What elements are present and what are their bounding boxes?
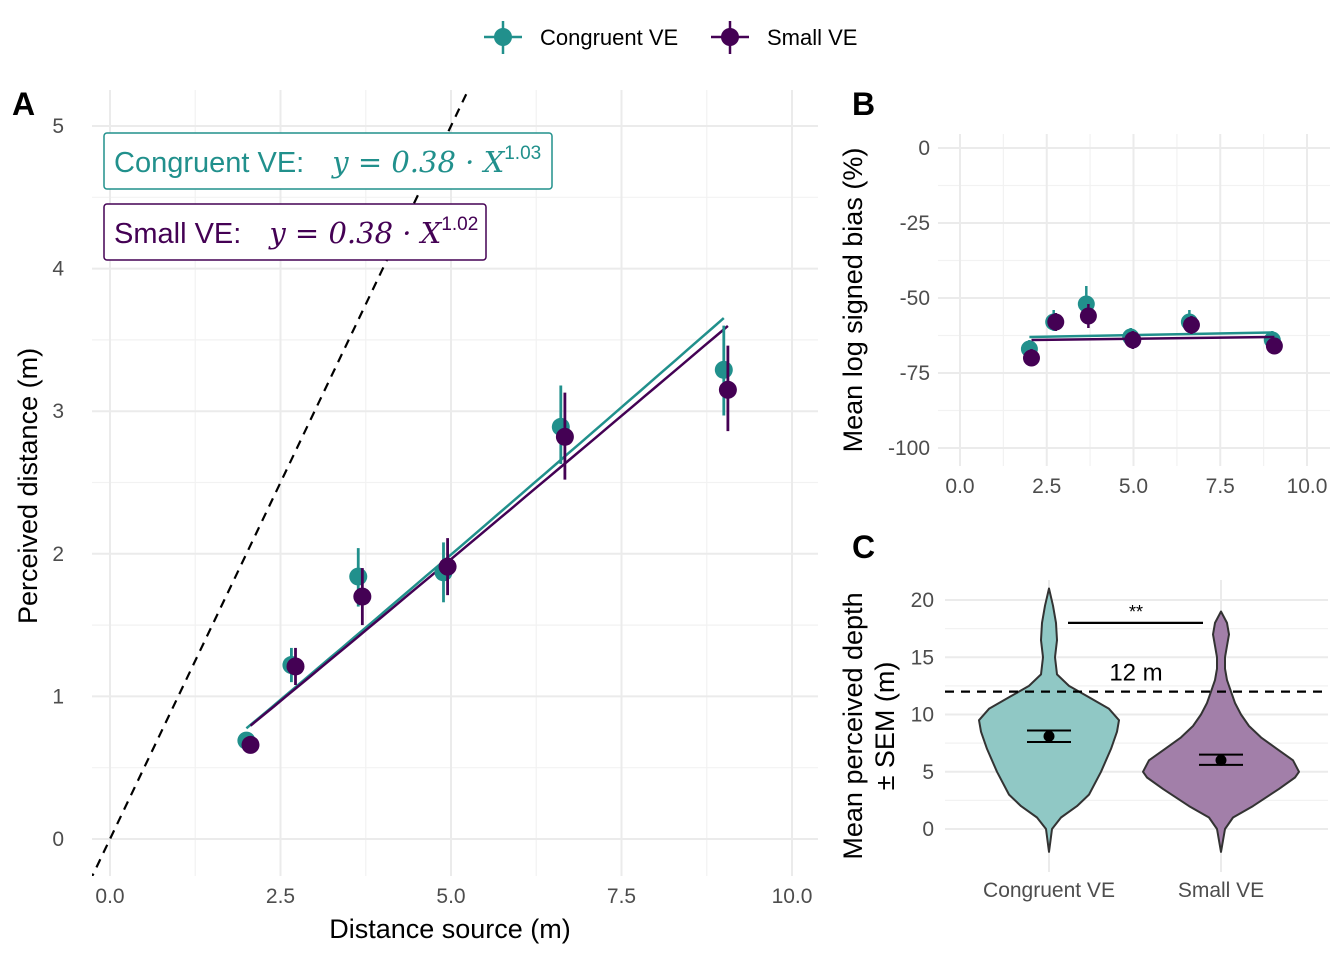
legend: Congruent VE Small VE (484, 21, 857, 54)
legend-label-small: Small VE (767, 25, 857, 50)
y-tick-label: 2 (52, 543, 64, 566)
y-tick-label: 5 (922, 761, 934, 784)
panel-b-ticks: 0.0 2.5 5.0 7.5 10.0 0 -25 -50 -75 -100 (888, 137, 1327, 498)
x-tick-label: 2.5 (266, 885, 295, 908)
x-tick-label: 0.0 (945, 475, 974, 498)
panel-a-ticks: 0.0 2.5 5.0 7.5 10.0 0 1 2 3 4 5 (52, 115, 812, 908)
panel-b: 0.0 2.5 5.0 7.5 10.0 0 -25 -50 -75 -100 Mean log … (838, 86, 1330, 498)
point-congruent (349, 567, 368, 586)
equation-small: Small VE: y = 0.38 · X1.02 (114, 214, 478, 250)
y-tick-label: -100 (888, 437, 930, 460)
reference-line-label: 12 m (1109, 660, 1162, 687)
x-tick-label: 7.5 (1206, 475, 1235, 498)
legend-label-congruent: Congruent VE (540, 25, 678, 50)
point-small (1079, 307, 1097, 325)
y-tick-label: 4 (52, 258, 64, 281)
equation-formula-small: y = 0.38 · X (267, 216, 442, 250)
point-small (1047, 313, 1065, 331)
x-tick-label: 10.0 (772, 885, 813, 908)
equation-box-congruent-frame (103, 132, 553, 190)
panel-a: 0.0 2.5 5.0 7.5 10.0 0 1 2 3 4 5 Distance source (… (12, 86, 818, 944)
point-small (438, 557, 457, 576)
x-tick-label: 0.0 (95, 885, 124, 908)
point-small (286, 657, 305, 676)
point-congruent (714, 360, 733, 379)
panel-a-xlabel: Distance source (m) (329, 914, 571, 944)
y-tick-label: -25 (900, 212, 930, 235)
y-tick-label: 20 (911, 589, 934, 612)
panel-label-b: B (852, 86, 875, 122)
y-tick-label: 5 (52, 115, 64, 138)
panel-label-c: C (852, 529, 875, 565)
x-tick-label: 10.0 (1287, 475, 1328, 498)
panel-a-points (237, 325, 737, 754)
point-small (718, 380, 737, 399)
y-tick-label: 10 (911, 704, 934, 727)
x-tick-label: Small VE (1178, 879, 1264, 902)
panel-b-grid (938, 134, 1330, 466)
fit-line-small (249, 324, 729, 727)
x-tick-label: 7.5 (607, 885, 636, 908)
panel-c-ylabel-line1: Mean perceived depth (838, 592, 868, 859)
legend-key-point-small (721, 28, 739, 46)
y-tick-label: 0 (52, 828, 64, 851)
equation-box-congruent: Congruent VE: y = 0.38 · X1.03 (103, 132, 553, 190)
equation-label-small: Small VE: (114, 218, 241, 250)
panel-c: 12 m ** 0 5 10 15 20 Congruent VE Small VE Mean… (838, 529, 1328, 902)
y-tick-label: 3 (52, 400, 64, 423)
violin-congruent (978, 587, 1120, 853)
legend-key-point-congruent (494, 28, 512, 46)
panel-label-a: A (12, 86, 35, 122)
point-small (1182, 316, 1200, 334)
identity-line (92, 90, 470, 876)
legend-item-small: Small VE (711, 21, 857, 54)
panel-a-ylabel: Perceived distance (m) (13, 348, 43, 624)
equation-congruent: Congruent VE: y = 0.38 · X1.03 (114, 143, 541, 179)
panel-c-ticks: 0 5 10 15 20 Congruent VE Small VE (911, 589, 1265, 902)
mean-point-small (1215, 754, 1227, 766)
point-small (241, 735, 260, 754)
y-tick-label: -75 (900, 362, 930, 385)
equation-box-small-frame (103, 203, 487, 261)
x-tick-label: 5.0 (436, 885, 465, 908)
point-small (1124, 331, 1142, 349)
y-tick-label: 15 (911, 646, 934, 669)
point-small (555, 427, 574, 446)
point-small (1265, 337, 1283, 355)
panel-c-violins: 12 m ** (945, 587, 1328, 853)
equation-formula-congruent: y = 0.38 · X (330, 145, 505, 179)
trend-line-congruent (1029, 331, 1273, 339)
panel-a-plot-area (92, 90, 737, 876)
panel-b-plot-area (1020, 286, 1283, 367)
trend-line-small (1031, 335, 1275, 342)
y-tick-label: 0 (918, 137, 930, 160)
y-tick-label: -50 (900, 287, 930, 310)
y-tick-label: 0 (922, 818, 934, 841)
equation-exponent-congruent: 1.03 (504, 143, 541, 164)
significance-label: ** (1129, 602, 1143, 622)
equation-box-small: Small VE: y = 0.38 · X1.02 (103, 203, 487, 261)
violin-small (1142, 610, 1300, 853)
equation-exponent-small: 1.02 (441, 214, 478, 235)
point-small (353, 587, 372, 606)
x-tick-label: 2.5 (1032, 475, 1061, 498)
panel-b-points (1020, 286, 1283, 367)
equation-label-congruent: Congruent VE: (114, 147, 304, 179)
fit-line-congruent (245, 317, 725, 730)
x-tick-label: 5.0 (1119, 475, 1148, 498)
y-tick-label: 1 (52, 685, 64, 708)
mean-point-congruent (1043, 730, 1055, 742)
panel-c-ylabel-line2: ± SEM (m) (870, 662, 900, 791)
legend-item-congruent: Congruent VE (484, 21, 678, 54)
panel-b-ylabel: Mean log signed bias (%) (838, 148, 868, 453)
x-tick-label: Congruent VE (983, 879, 1115, 902)
point-small (1022, 349, 1040, 367)
